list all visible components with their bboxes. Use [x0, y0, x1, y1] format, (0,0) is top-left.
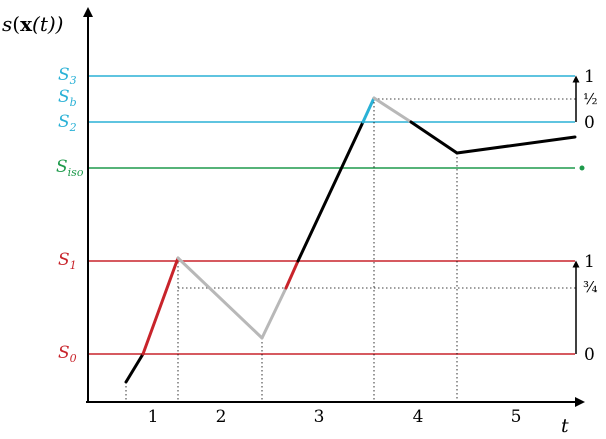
scale-lower-mid: ¾ — [583, 278, 598, 296]
trajectory-curve — [124, 96, 577, 384]
level-label-siso: Siso — [56, 157, 84, 179]
scale-upper-mid: ½ — [583, 90, 598, 108]
x-axis-label: t — [561, 415, 569, 437]
scale-lower-top: 1 — [584, 252, 595, 272]
level-label-s0: S0 — [58, 343, 77, 365]
level-label-s2: S2 — [58, 112, 77, 134]
interval-label-2: 2 — [216, 407, 227, 427]
interval-label-3: 3 — [314, 407, 325, 427]
interval-label-4: 4 — [413, 407, 424, 427]
level-label-s1: S1 — [58, 250, 77, 272]
scale-lower-bottom: 0 — [584, 345, 595, 365]
scale-upper-top: 1 — [584, 67, 595, 87]
level-label-s3: S3 — [58, 65, 77, 87]
interval-label-1: 1 — [148, 407, 159, 427]
level-label-sb: Sb — [58, 87, 77, 109]
y-axis-label: s(x(t)) — [2, 12, 63, 36]
iso-end-dot — [579, 165, 585, 171]
scale-upper-bottom: 0 — [584, 113, 595, 133]
interval-label-5: 5 — [511, 407, 522, 427]
dotted-guides — [125, 98, 576, 400]
